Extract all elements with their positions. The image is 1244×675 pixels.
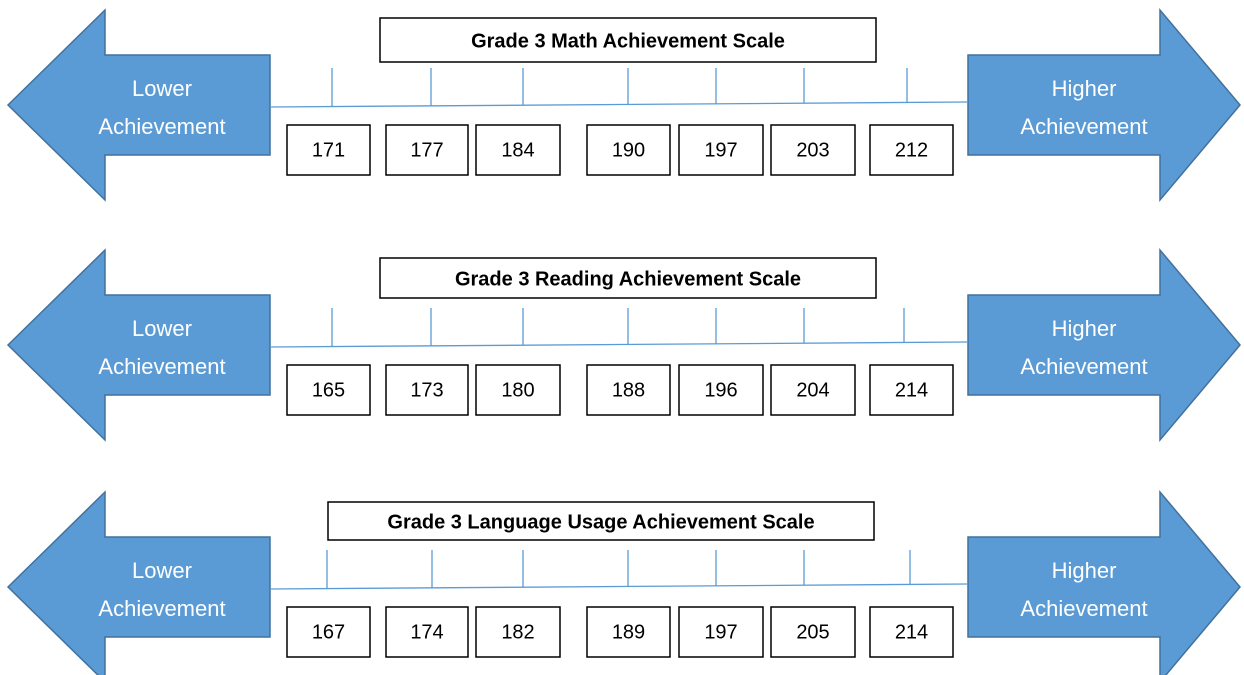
scale-title: Grade 3 Math Achievement Scale (471, 30, 785, 52)
value-label: 174 (410, 621, 443, 643)
value-label: 180 (501, 379, 534, 401)
value-label: 190 (612, 139, 645, 161)
scale-line (269, 341, 969, 348)
value-box (286, 124, 371, 176)
value-box (869, 606, 954, 658)
value-box (770, 364, 856, 416)
value-box (869, 124, 954, 176)
value-label: 196 (704, 379, 737, 401)
right-arrow (967, 247, 1241, 443)
right-label: Achievement (1020, 114, 1147, 139)
right-label: Achievement (1020, 354, 1147, 379)
value-label: 167 (312, 621, 345, 643)
value-box (586, 124, 671, 176)
value-label: 165 (312, 379, 345, 401)
scale-title: Grade 3 Reading Achievement Scale (455, 268, 801, 290)
left-label: Achievement (98, 596, 225, 621)
value-label: 197 (704, 621, 737, 643)
title-box (327, 501, 875, 541)
value-label: 205 (796, 621, 829, 643)
value-box (475, 606, 561, 658)
right-label: Achievement (1020, 596, 1147, 621)
title-box (379, 257, 877, 299)
value-box (286, 606, 371, 658)
value-box (385, 606, 469, 658)
value-label: 214 (895, 379, 928, 401)
value-label: 189 (612, 621, 645, 643)
right-label: Higher (1052, 558, 1117, 583)
title-box (379, 17, 877, 63)
left-label: Achievement (98, 114, 225, 139)
value-box (678, 606, 764, 658)
value-box (286, 364, 371, 416)
value-box (586, 364, 671, 416)
value-label: 204 (796, 379, 829, 401)
value-box (869, 364, 954, 416)
left-arrow (6, 8, 271, 202)
value-box (770, 606, 856, 658)
value-box (475, 124, 561, 176)
value-label: 188 (612, 379, 645, 401)
value-label: 184 (501, 139, 534, 161)
left-label: Lower (132, 558, 192, 583)
value-label: 177 (410, 139, 443, 161)
value-label: 197 (704, 139, 737, 161)
value-label: 182 (501, 621, 534, 643)
right-label: Higher (1052, 316, 1117, 341)
value-box (678, 364, 764, 416)
left-label: Achievement (98, 354, 225, 379)
left-arrow (6, 248, 271, 442)
right-arrow (967, 7, 1241, 203)
right-label: Higher (1052, 76, 1117, 101)
value-box (770, 124, 856, 176)
scale-title: Grade 3 Language Usage Achievement Scale (387, 511, 814, 533)
value-box (385, 124, 469, 176)
left-arrow (6, 490, 271, 675)
left-label: Lower (132, 76, 192, 101)
value-label: 212 (895, 139, 928, 161)
right-arrow (967, 489, 1241, 675)
value-label: 173 (410, 379, 443, 401)
value-box (678, 124, 764, 176)
value-label: 214 (895, 621, 928, 643)
scale-line (269, 101, 969, 108)
value-label: 203 (796, 139, 829, 161)
value-label: 171 (312, 139, 345, 161)
value-box (385, 364, 469, 416)
value-box (586, 606, 671, 658)
left-label: Lower (132, 316, 192, 341)
scale-line (269, 583, 969, 590)
value-box (475, 364, 561, 416)
